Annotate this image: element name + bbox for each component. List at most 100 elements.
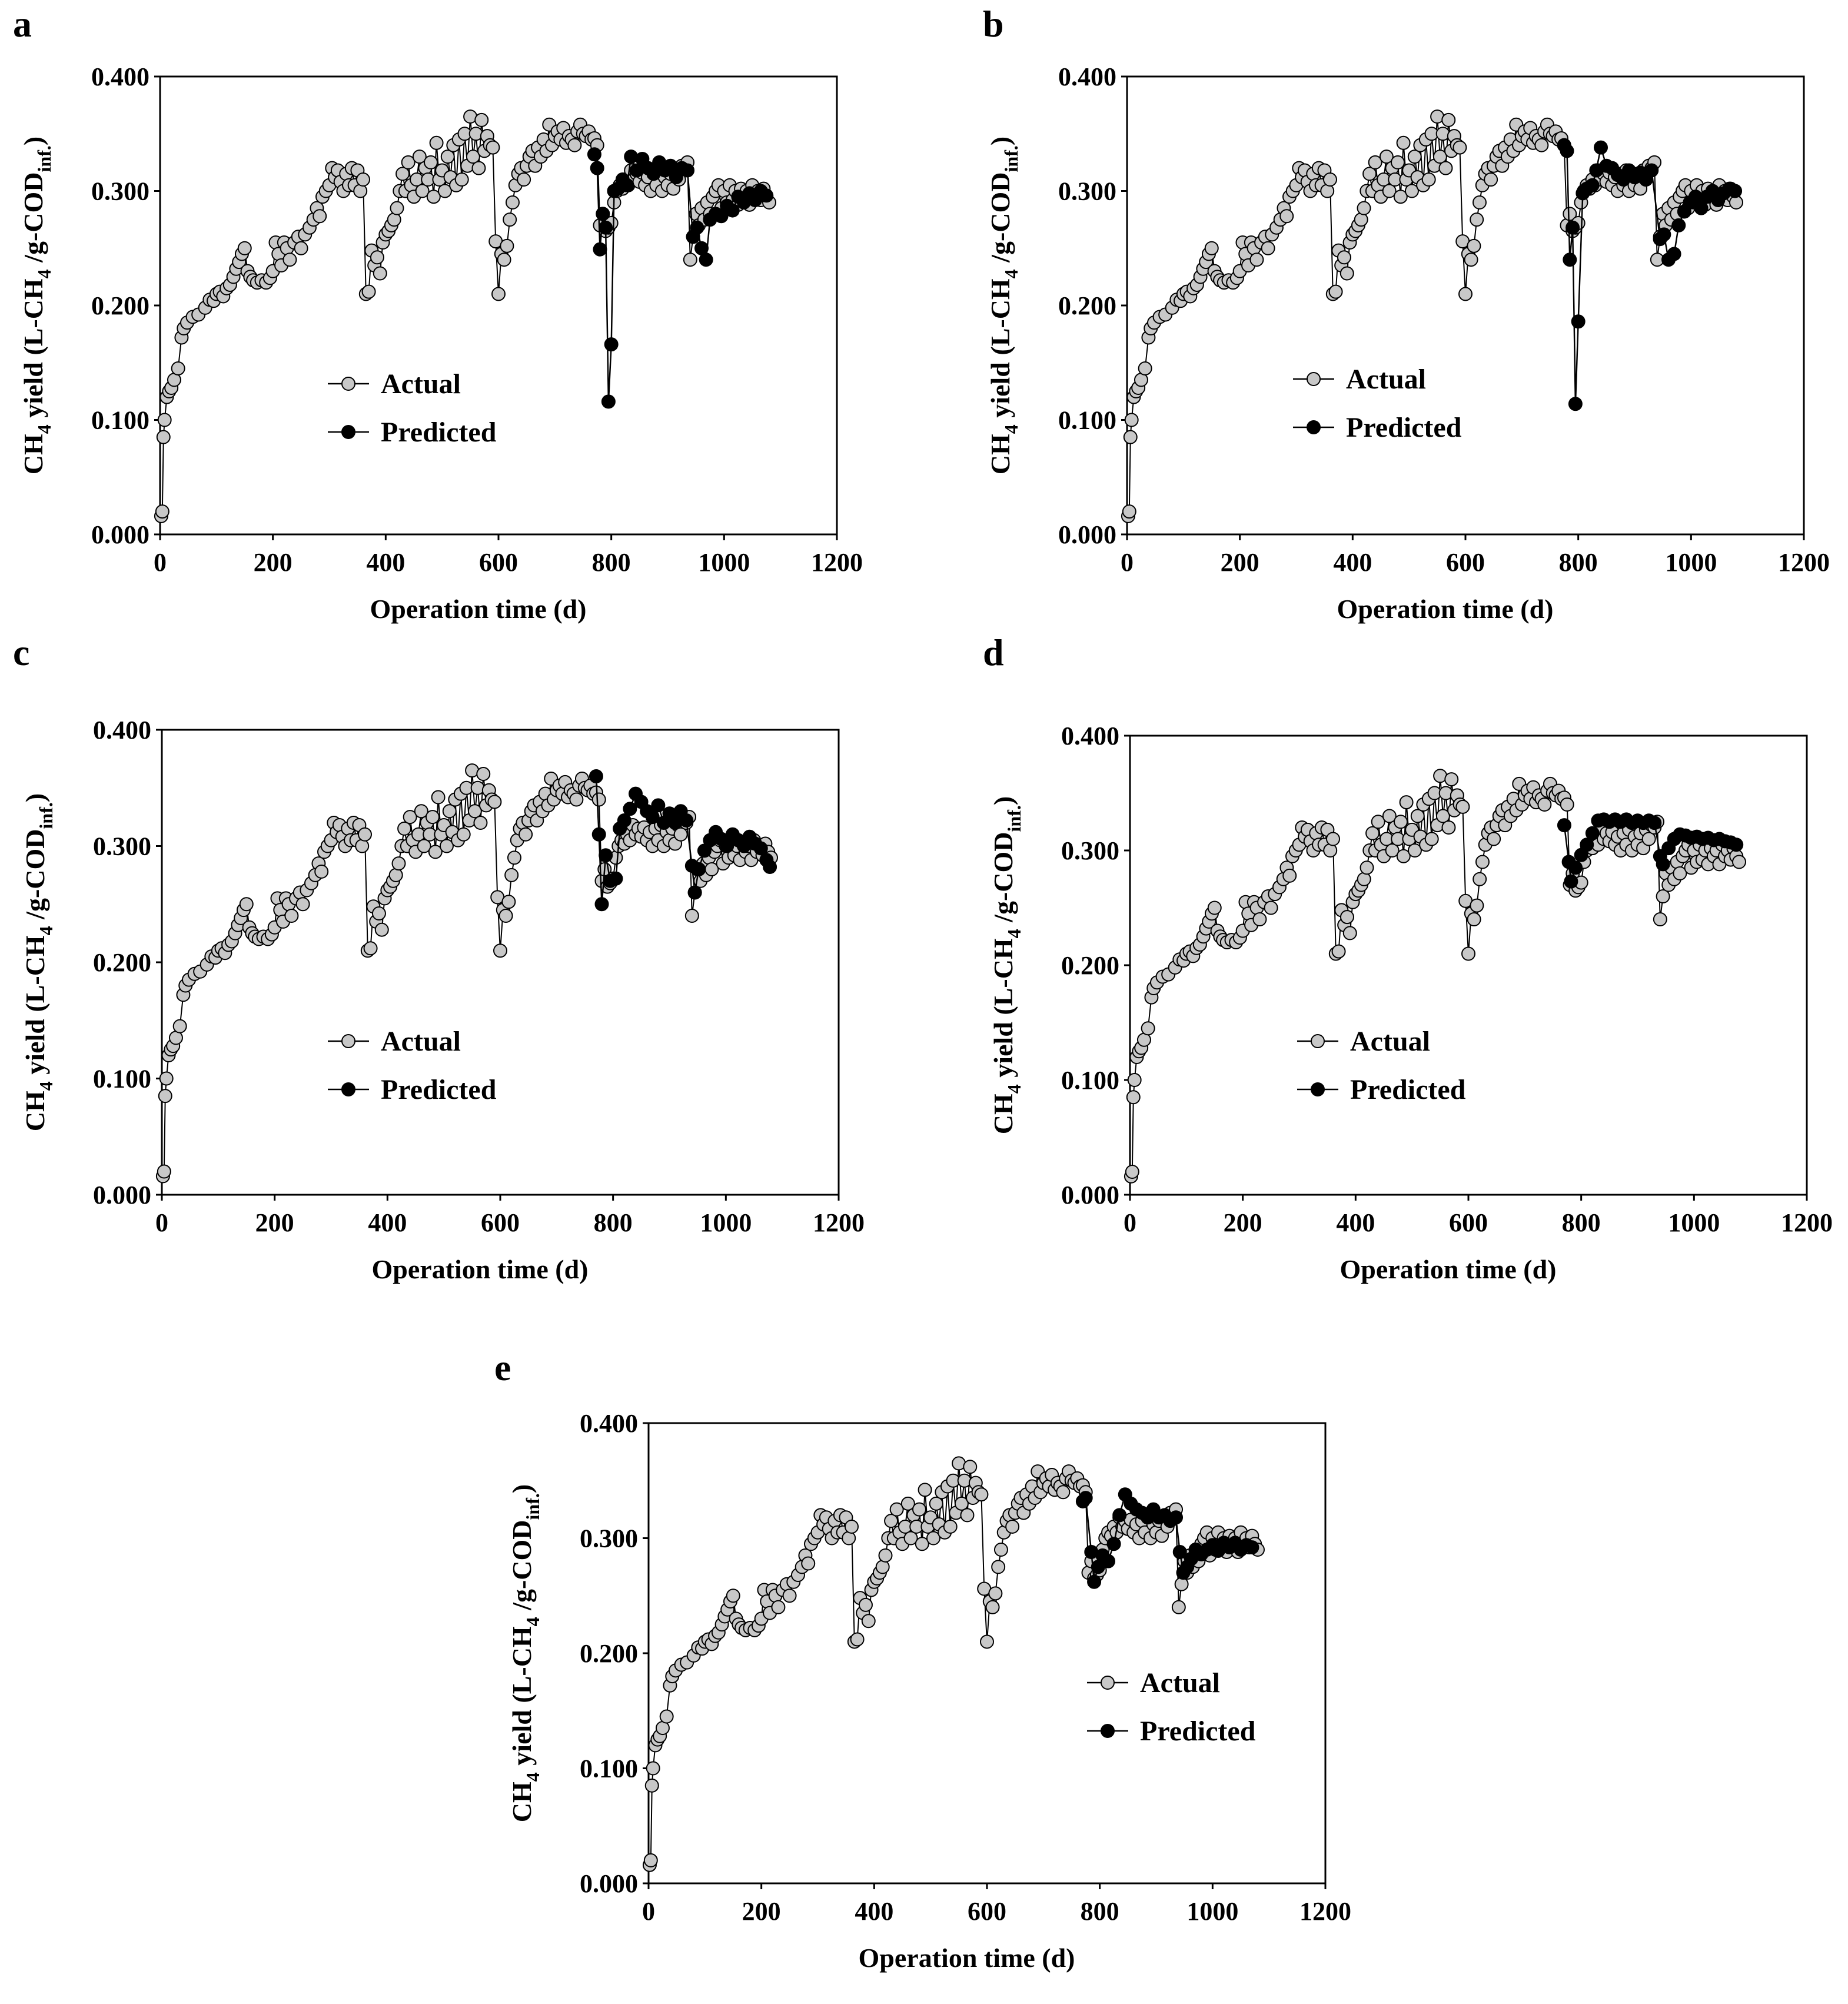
actual-point [158,1089,172,1104]
actual-point [1123,430,1138,444]
predicted-point [590,161,604,175]
y-tick-label: 0.100 [1058,406,1116,435]
y-tick-label: 0.100 [1061,1066,1119,1095]
actual-point [929,1496,943,1511]
actual-point [684,909,699,923]
x-tick-label: 0 [642,1897,655,1926]
actual-point [426,190,441,204]
y-tick-label: 0.400 [91,62,149,91]
actual-point [993,1543,1008,1557]
legend-actual-marker [1101,1676,1115,1690]
actual-point [960,1508,975,1523]
predicted-point [1644,163,1659,178]
x-tick-label: 1200 [1299,1897,1351,1926]
actual-point [1435,809,1450,823]
actual-point [858,1597,873,1612]
x-tick-label: 1000 [698,548,750,577]
actual-point [1399,795,1414,810]
actual-point [456,827,471,842]
actual-point [403,810,417,825]
predicted-point [1563,252,1577,267]
legend-predicted-marker [341,1082,355,1096]
predicted-point [599,220,613,235]
actual-point [1056,1485,1071,1500]
y-tick-label: 0.100 [91,406,149,435]
x-tick-label: 800 [592,548,631,577]
actual-point [991,1560,1006,1574]
actual-point [429,135,444,150]
actual-point [371,906,386,921]
y-tick-label: 0.000 [93,1181,151,1209]
predicted-point [1671,218,1686,232]
actual-point [1249,252,1264,267]
predicted-point [1594,140,1608,155]
actual-point [473,816,488,830]
actual-point [1438,786,1453,800]
predicted-point [624,149,639,164]
predicted-point [1580,838,1594,852]
actual-point [644,1778,659,1793]
actual-point [387,212,401,227]
actual-point [1484,172,1498,187]
legend-actual-label: Actual [381,1026,461,1057]
legend-predicted-label: Predicted [1140,1716,1256,1747]
actual-point [361,284,376,299]
y-tick-label: 0.300 [1058,177,1116,206]
actual-point [363,941,378,956]
actual-point [915,1537,929,1551]
predicted-point [1557,818,1571,833]
actual-point [1444,772,1459,787]
predicted-point [753,841,768,856]
x-tick-label: 600 [968,1897,1006,1926]
actual-point [1472,195,1487,210]
actual-point [1360,860,1374,875]
predicted-point [1728,184,1743,198]
actual-point [487,795,502,809]
x-tick-label: 1000 [700,1208,752,1237]
actual-point [1126,1090,1141,1105]
predicted-point [1566,220,1580,235]
y-tick-label: 0.200 [1058,291,1116,320]
actual-point [1141,1021,1155,1036]
actual-point [518,827,533,842]
actual-point [442,804,457,819]
x-tick-label: 200 [255,1208,294,1237]
actual-point [415,184,430,198]
x-tick-label: 0 [155,1208,168,1237]
x-tick-label: 600 [481,1208,520,1237]
x-tick-label: 800 [594,1208,633,1237]
actual-point [370,250,384,265]
actual-point [1473,872,1487,886]
actual-point [390,201,404,215]
x-axis-title: Operation time (d) [1337,594,1554,624]
actual-point [1357,201,1371,215]
actual-point [1342,926,1357,940]
actual-point [861,1614,876,1629]
y-tick-label: 0.100 [93,1065,151,1094]
actual-point [1441,820,1456,835]
actual-point [282,252,297,267]
legend-predicted-marker [341,425,355,439]
predicted-point [720,839,734,853]
actual-point [467,804,482,819]
actual-point [239,897,254,912]
actual-point [486,140,500,155]
actual-point [505,195,520,210]
actual-point [1368,155,1382,170]
actual-point [1421,172,1436,187]
predicted-point [589,769,603,783]
actual-point [912,1502,926,1517]
actual-point [474,112,489,127]
actual-point [1732,855,1746,869]
predicted-point [1568,397,1583,411]
legend-predicted-label: Predicted [1346,412,1462,443]
y-axis-title: CH4 yield (L-CH4 /g-CODinf.) [20,793,56,1131]
actual-point [466,149,480,164]
panel-letter: e [494,1347,511,1388]
actual-point [1323,172,1337,187]
actual-point [237,241,252,255]
actual-point [439,839,454,853]
predicted-point [594,897,609,912]
actual-point [1467,912,1481,926]
actual-point [471,161,486,175]
